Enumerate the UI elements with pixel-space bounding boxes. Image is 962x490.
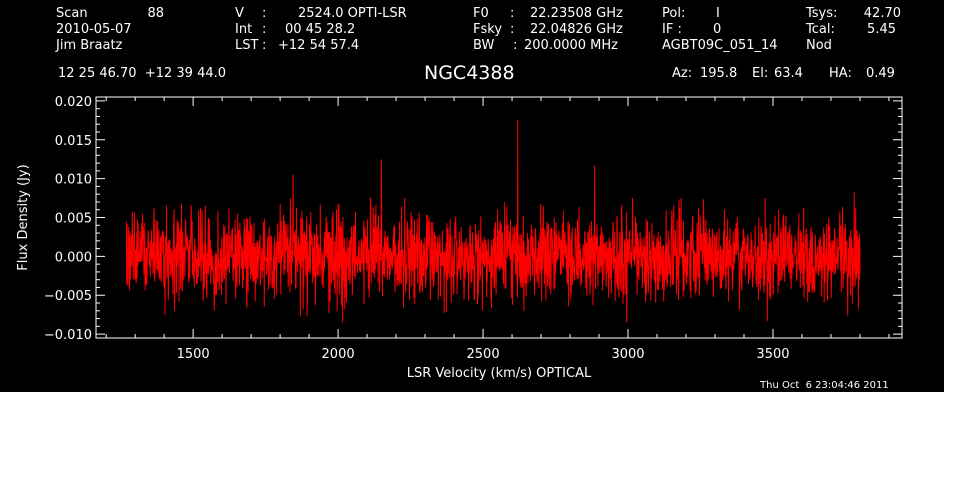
tsys-label: Tsys: <box>806 6 838 21</box>
y-tick-label: −0.005 <box>44 289 92 304</box>
plot-timestamp: Thu Oct 6 23:04:46 2011 <box>760 380 889 391</box>
observing-mode: Nod <box>806 38 832 53</box>
scan-label: Scan <box>56 6 88 21</box>
spectrum-plot: 1500 2000 2500 3000 3500 −0.010 −0.005 0.000 0.0… <box>16 95 903 381</box>
velocity-separator: : <box>262 6 267 21</box>
hour-angle-value: 0.49 <box>866 66 895 81</box>
x-tick-label: 2500 <box>467 347 500 362</box>
y-tick-label: 0.015 <box>55 134 92 149</box>
x-axis-title: LSR Velocity (km/s) OPTICAL <box>407 366 592 381</box>
tsys-value: 42.70 <box>863 6 901 21</box>
x-tick-label: 2000 <box>322 347 355 362</box>
tcal-value: 5.45 <box>867 22 896 37</box>
x-tick-label: 3500 <box>756 347 789 362</box>
rest-frequency-label: F0 <box>473 6 489 21</box>
bandwidth-value: 200.0000 MHz <box>524 38 618 53</box>
y-tick-label: 0.010 <box>55 173 92 188</box>
y-axis-title: Flux Density (Jy) <box>16 164 31 270</box>
x-tick-label: 1500 <box>177 347 210 362</box>
velocity-value: 2524.0 OPTI-LSR <box>298 6 407 21</box>
integration-value: 00 45 28.2 <box>285 22 356 37</box>
sky-frequency-label: Fsky <box>473 22 503 37</box>
elevation-label: El: <box>752 66 769 81</box>
tcal-label: Tcal: <box>806 22 835 37</box>
plot-frame <box>95 96 903 339</box>
if-label: IF : <box>662 22 682 37</box>
azimuth-value: 195.8 <box>700 66 738 81</box>
object-name: NGC4388 <box>424 62 515 84</box>
integration-separator: : <box>262 22 267 37</box>
integration-label: Int <box>235 22 253 37</box>
scan-value: 88 <box>147 6 164 21</box>
source-coordinates: 12 25 46.70 +12 39 44.0 <box>58 66 227 81</box>
spectrum-trace <box>125 119 861 323</box>
rest-frequency-separator: : <box>510 6 515 21</box>
y-tick-label: −0.010 <box>44 328 92 343</box>
polarization-value: I <box>716 6 720 21</box>
bandwidth-separator: : <box>513 38 518 53</box>
velocity-label: V <box>235 6 244 21</box>
sky-frequency-value: 22.04826 GHz <box>530 22 623 37</box>
project-id: AGBT09C_051_14 <box>662 38 778 53</box>
y-tick-label: 0.000 <box>55 250 92 265</box>
y-tick-label: 0.005 <box>55 212 92 227</box>
lst-label: LST <box>235 38 259 53</box>
elevation-value: 63.4 <box>774 66 803 81</box>
hour-angle-label: HA: <box>829 66 852 81</box>
rest-frequency-value: 22.23508 GHz <box>530 6 623 21</box>
observation-date: 2010-05-07 <box>56 22 132 37</box>
observer-name: Jim Braatz <box>56 38 123 53</box>
lst-value: +12 54 57.4 <box>278 38 360 53</box>
x-tick-label: 3000 <box>611 347 644 362</box>
bandwidth-label: BW <box>473 38 495 53</box>
spectrum-panel: Scan 88 2010-05-07 Jim Braatz V : 2524.0… <box>0 0 944 392</box>
azimuth-label: Az: <box>672 66 693 81</box>
y-tick-label: 0.020 <box>55 95 92 110</box>
if-value: 0 <box>713 22 722 37</box>
lst-separator: : <box>262 38 267 53</box>
polarization-label: Pol: <box>662 6 686 21</box>
sky-frequency-separator: : <box>510 22 515 37</box>
